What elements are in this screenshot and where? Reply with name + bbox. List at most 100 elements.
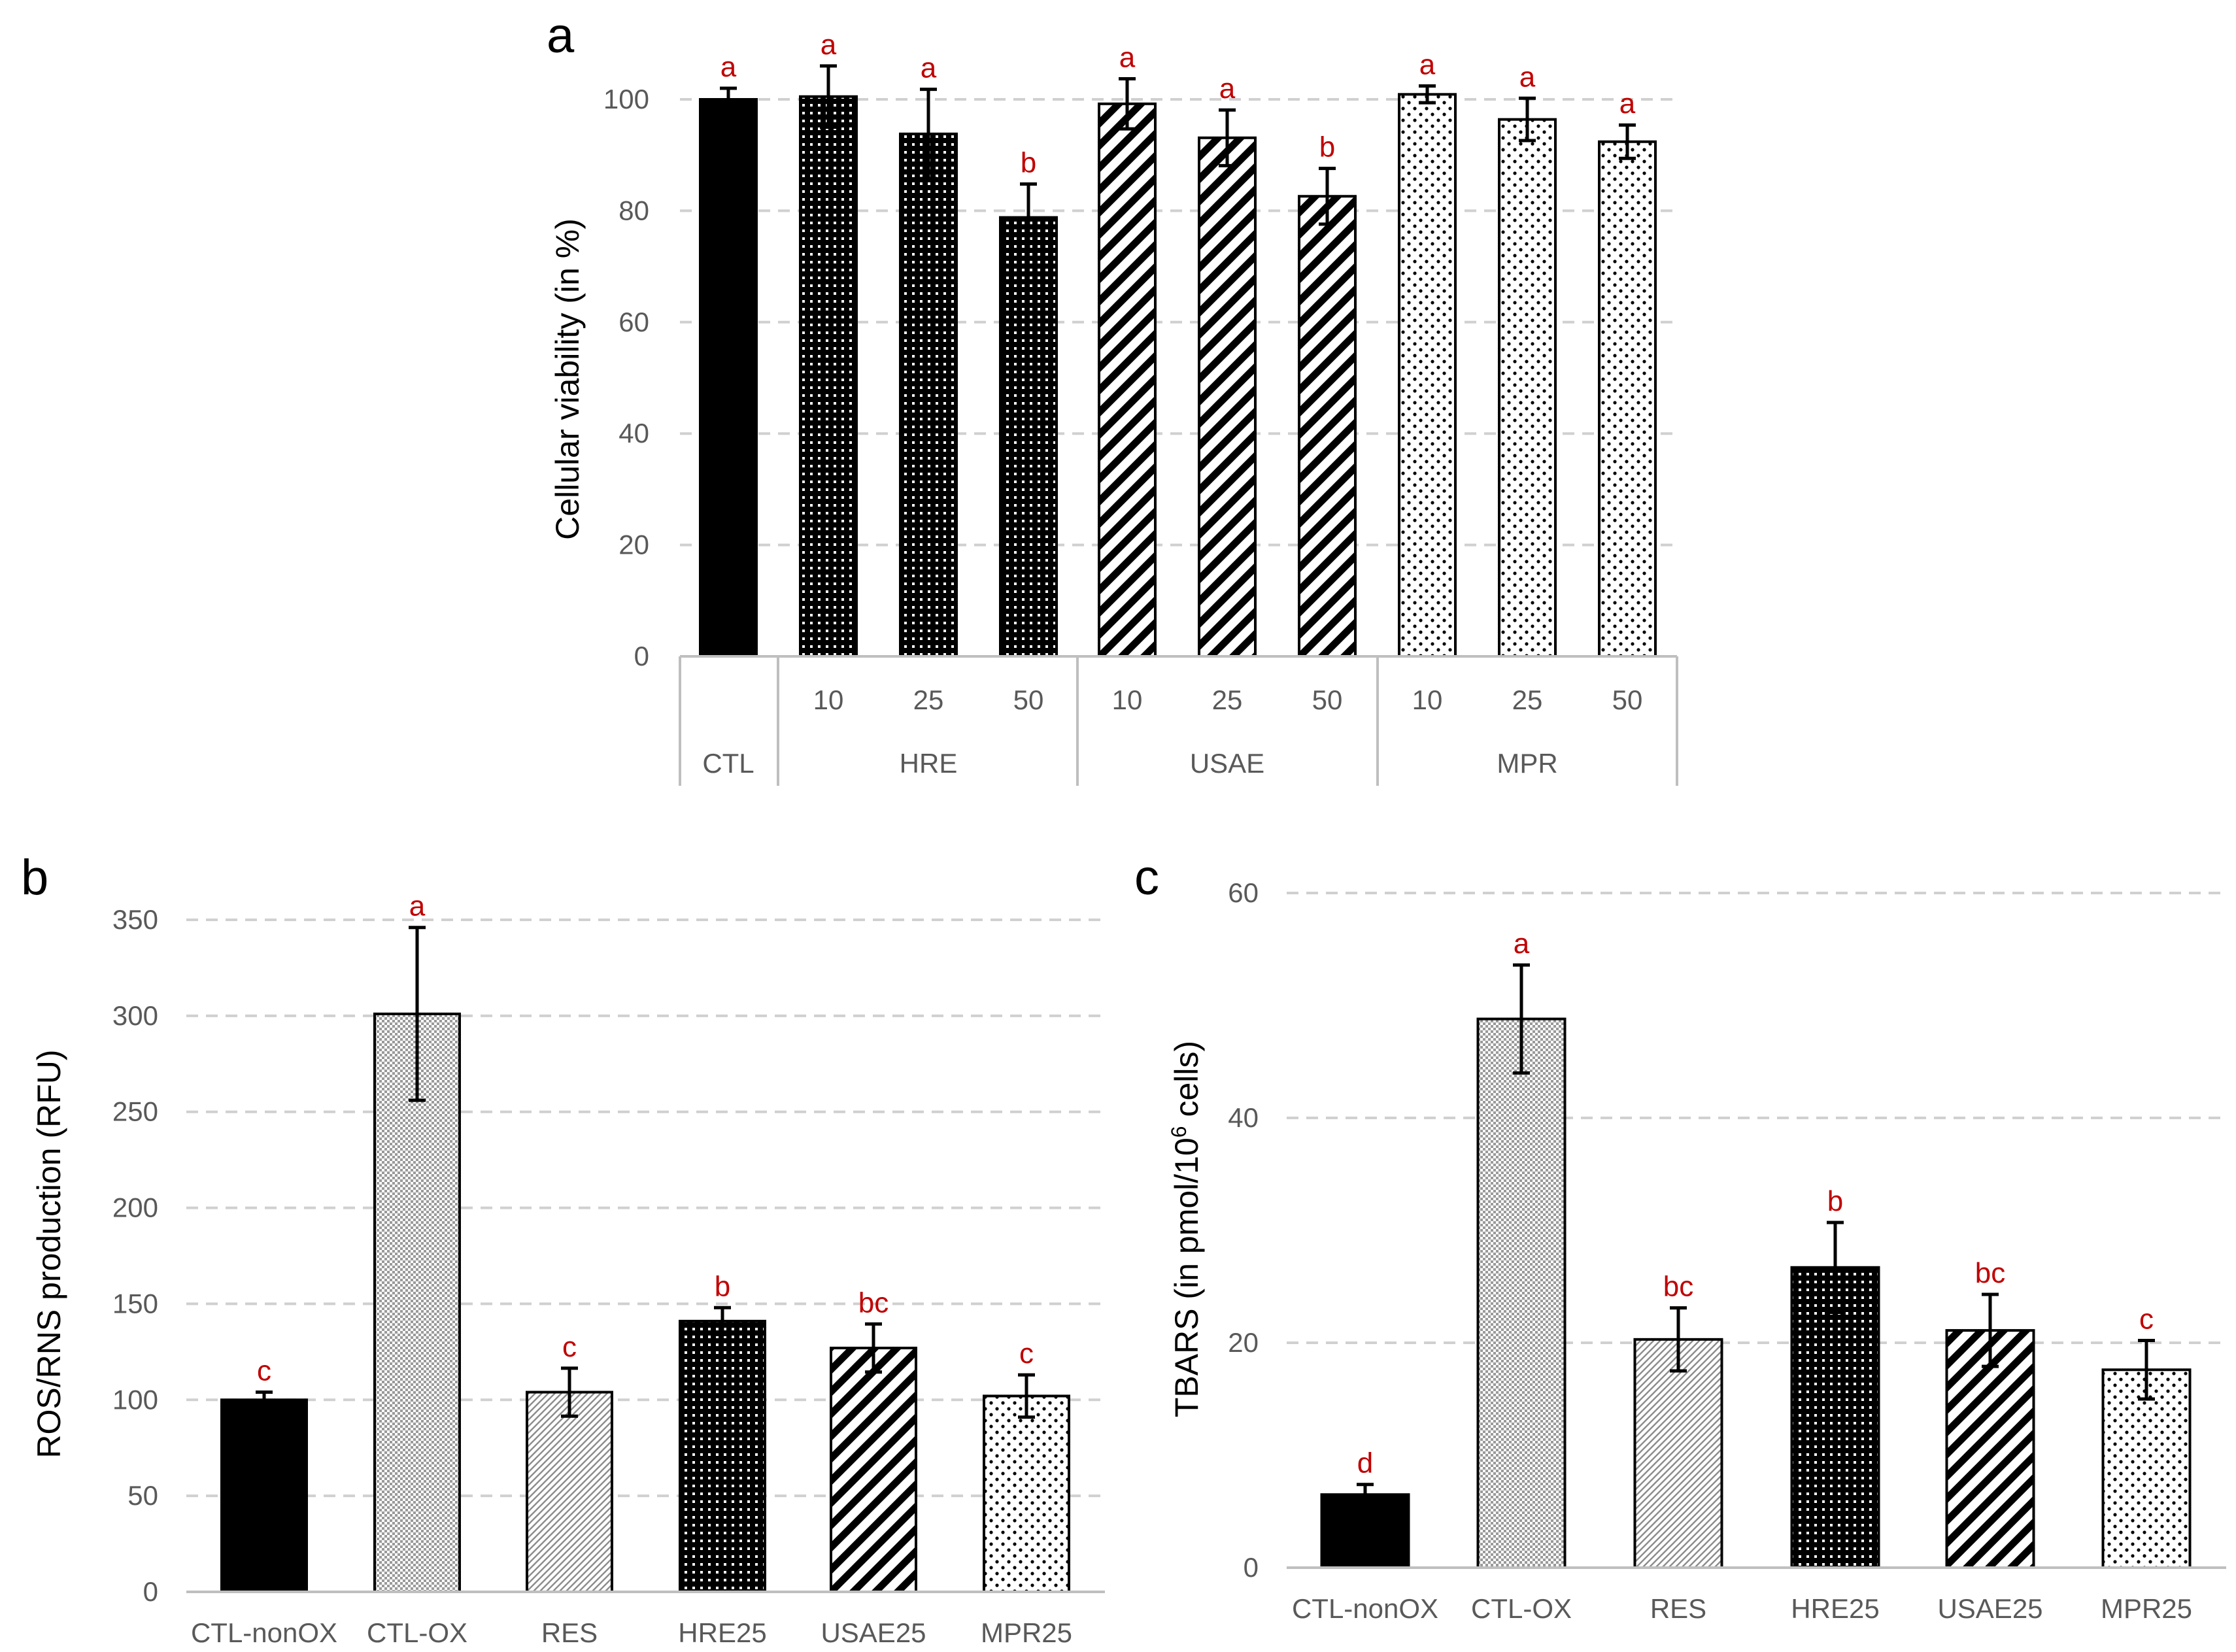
bar-4 [999, 216, 1058, 658]
significance-label-9: a [1519, 61, 1536, 93]
dose-label-2: 10 [813, 684, 844, 715]
panel-c-y-axis-label-end: cells) [1168, 1041, 1205, 1126]
significance-label-1: d [1357, 1447, 1373, 1479]
significance-label-2: a [1514, 928, 1530, 960]
significance-label-1: a [720, 51, 737, 83]
y-tick-label-250: 250 [112, 1096, 158, 1127]
panel-a-x-axis: 10 25 50 10 25 50 10 25 50 CTL HRE USAE MPR [679, 655, 1678, 786]
significance-label-1: c [257, 1355, 271, 1387]
bar-2 [373, 1012, 461, 1594]
panel-a-y-ticks: 0 20 40 60 80 100 [603, 84, 649, 671]
category-label-res: RES [541, 1617, 598, 1648]
significance-label-4: b [1021, 147, 1036, 179]
panel-a-y-axis-label: Cellular viability (in %) [549, 218, 586, 540]
bar-5 [830, 1346, 917, 1594]
category-label-ctl-nonox: CTL-nonOX [191, 1617, 337, 1648]
panel-c-y-axis-label-main: TBARS (in pmol/10 [1168, 1138, 1205, 1417]
bar-6 [983, 1394, 1070, 1593]
dose-label-10: 50 [1612, 684, 1643, 715]
panel-b-y-ticks: 0 50 100 150 200 250 300 350 [112, 904, 158, 1607]
y-tick-label-350: 350 [112, 904, 158, 935]
panel-c-y-axis-label: TBARS (in pmol/106 cells) [1167, 1041, 1205, 1417]
group-label-mpr: MPR [1497, 748, 1557, 779]
group-label-ctl: CTL [702, 748, 754, 779]
y-tick-label-40: 40 [1228, 1102, 1259, 1133]
dose-label-7: 50 [1312, 684, 1343, 715]
category-label-ctl-ox: CTL-OX [1471, 1593, 1572, 1624]
bar-3 [899, 132, 958, 658]
panel-c-y-ticks: 0 20 40 60 [1228, 877, 1259, 1583]
dose-label-6: 25 [1212, 684, 1243, 715]
y-tick-label-300: 300 [112, 1000, 158, 1031]
y-tick-label-0: 0 [143, 1576, 158, 1607]
significance-label-2: a [821, 29, 837, 61]
category-label-mpr25: MPR25 [2101, 1593, 2192, 1624]
panel-a-bars: a a a b a a b a a a [699, 29, 1657, 658]
dose-label-8: 10 [1412, 684, 1443, 715]
y-tick-label-200: 200 [112, 1192, 158, 1223]
panel-c-y-axis-label-superscript: 6 [1167, 1126, 1191, 1138]
y-tick-label-60: 60 [1228, 877, 1259, 908]
y-tick-label-60: 60 [618, 307, 649, 337]
dose-label-4: 50 [1013, 684, 1044, 715]
panel-b-x-axis: CTL-nonOX CTL-OX RES HRE25 USAE25 MPR25 [186, 1591, 1105, 1648]
panel-a-letter: a [547, 8, 575, 63]
significance-label-6: c [1019, 1338, 1034, 1370]
significance-label-8: a [1419, 49, 1436, 81]
bar-1 [1320, 1493, 1410, 1569]
panel-c-x-axis: CTL-nonOX CTL-OX RES HRE25 USAE25 MPR25 [1287, 1566, 2226, 1624]
significance-label-10: a [1619, 88, 1636, 120]
category-label-ctl-nonox: CTL-nonOX [1292, 1593, 1438, 1624]
bar-1 [220, 1398, 308, 1593]
bar-9 [1498, 118, 1557, 658]
group-label-usae: USAE [1190, 748, 1264, 779]
bar-4 [1790, 1266, 1880, 1569]
bar-5 [1098, 102, 1157, 658]
y-tick-label-20: 20 [1228, 1327, 1259, 1358]
significance-label-5: bc [858, 1287, 889, 1319]
y-tick-label-0: 0 [634, 641, 649, 671]
bar-10 [1598, 140, 1657, 658]
bar-3 [1633, 1338, 1723, 1570]
category-label-ctl-ox: CTL-OX [367, 1617, 467, 1648]
panel-b-gridlines [186, 919, 1105, 1498]
y-tick-label-80: 80 [618, 195, 649, 226]
group-label-hre: HRE [900, 748, 958, 779]
significance-label-7: b [1319, 131, 1335, 163]
significance-label-3: bc [1663, 1271, 1693, 1303]
y-tick-label-20: 20 [618, 530, 649, 560]
panel-c-letter: c [1134, 850, 1159, 905]
dose-label-3: 25 [913, 684, 944, 715]
panel-c-chart: 0 20 40 60 d a bc b bc c CTL-nonOX CTL-OX RES HRE25… [1167, 877, 2226, 1624]
bar-4 [679, 1319, 766, 1594]
panel-b-y-axis-label: ROS/RNS production (RFU) [31, 1049, 67, 1458]
significance-label-4: b [1827, 1185, 1843, 1217]
panel-a-chart: 0 20 40 60 80 100 a a a b a a b a a a 10 25 50 10 25 50 10 25… [549, 29, 1678, 786]
dose-label-9: 25 [1512, 684, 1543, 715]
bar-6 [2101, 1368, 2192, 1570]
bar-1 [699, 98, 758, 658]
category-label-hre25: HRE25 [678, 1617, 766, 1648]
significance-label-5: a [1119, 41, 1136, 73]
bar-7 [1298, 195, 1357, 658]
panel-c-bars: d a bc b bc c [1320, 928, 2192, 1570]
y-tick-label-100: 100 [603, 84, 649, 114]
bar-6 [1198, 136, 1257, 658]
significance-label-3: c [562, 1331, 577, 1363]
bar-2 [799, 95, 858, 658]
y-tick-label-40: 40 [618, 418, 649, 448]
significance-label-6: c [2139, 1304, 2154, 1336]
dose-label-5: 10 [1112, 684, 1143, 715]
panel-c-gridlines [1287, 892, 2226, 1344]
significance-label-6: a [1219, 73, 1236, 105]
category-label-usae25: USAE25 [1937, 1593, 2042, 1624]
panel-b-bars: c a c b bc c [220, 890, 1070, 1594]
panel-b-letter: b [21, 850, 48, 905]
significance-label-3: a [921, 52, 937, 84]
category-label-res: RES [1650, 1593, 1706, 1624]
significance-label-4: b [715, 1270, 730, 1302]
bar-2 [1476, 1017, 1567, 1569]
category-label-mpr25: MPR25 [981, 1617, 1072, 1648]
